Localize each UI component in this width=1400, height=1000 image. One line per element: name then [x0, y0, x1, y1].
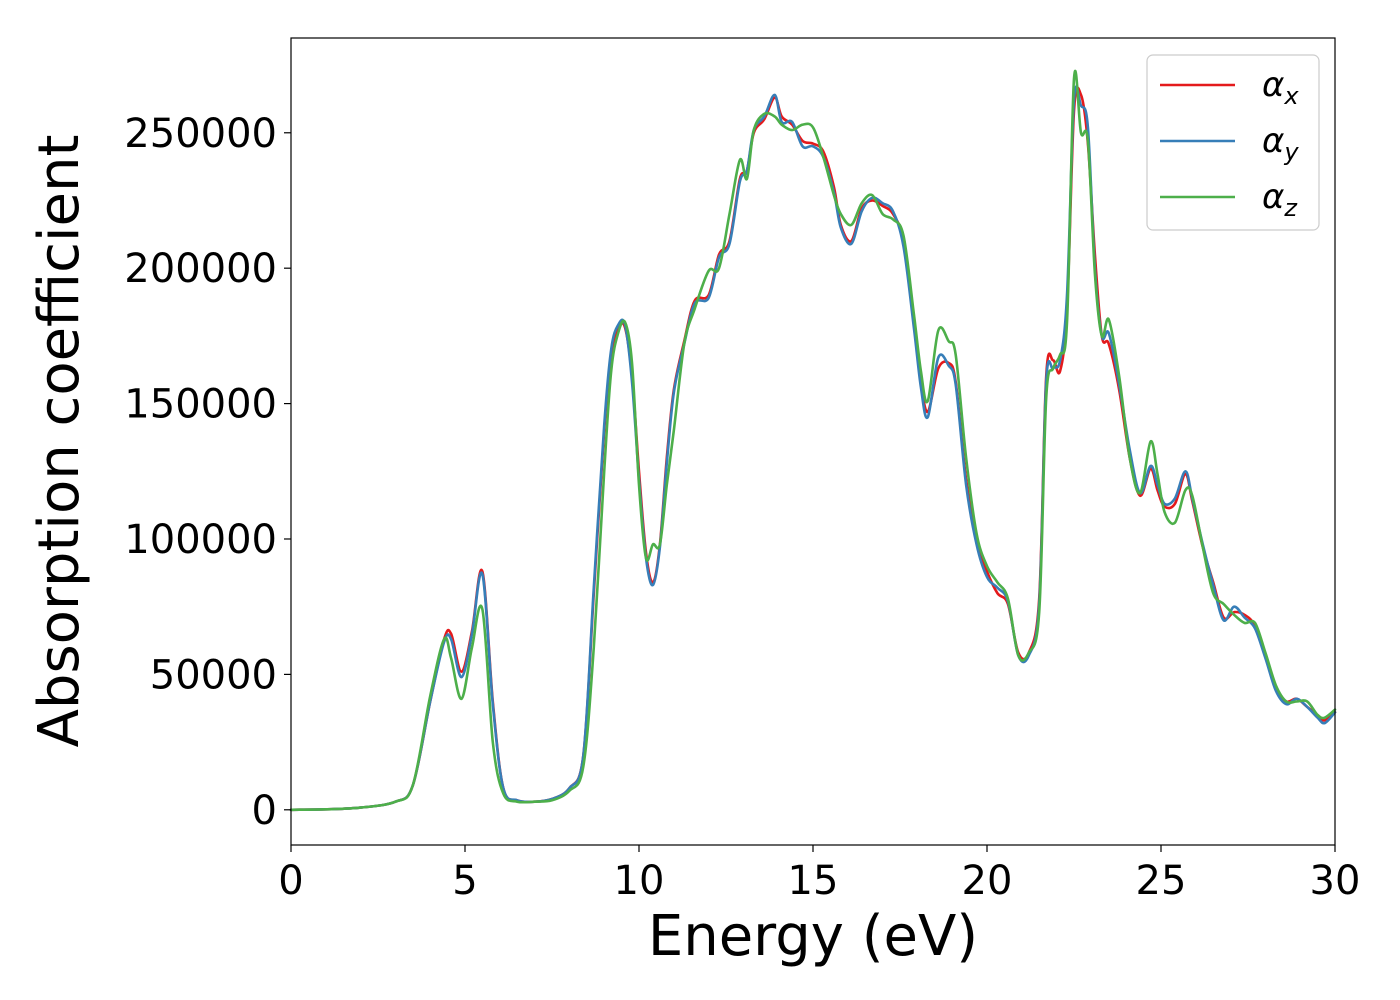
x-tick-label: 15	[788, 858, 839, 904]
y-tick-label: 100000	[124, 517, 277, 563]
series-layer	[289, 69, 1337, 812]
x-tick-label: 0	[278, 858, 303, 904]
x-tick-label: 25	[1136, 858, 1187, 904]
x-tick-label: 5	[452, 858, 477, 904]
y-tick-label: 50000	[150, 652, 277, 698]
legend-label-y: αy	[1262, 121, 1299, 166]
y-tick-label: 150000	[124, 382, 277, 428]
legend-box	[1146, 54, 1320, 231]
series-line-z	[289, 69, 1337, 812]
y-axis-title: Absorption coefficient	[27, 135, 92, 748]
x-tick-label: 20	[962, 858, 1013, 904]
legend-label-z: αz	[1262, 177, 1298, 222]
x-tick-label: 30	[1310, 858, 1361, 904]
legend-label-x: αx	[1262, 65, 1299, 110]
y-tick-label: 250000	[124, 111, 277, 157]
y-axis: 0 50000 100000 150000 200000 250000	[124, 111, 291, 834]
x-tick-label: 10	[614, 858, 665, 904]
y-tick-label: 200000	[124, 246, 277, 292]
x-axis-title: Energy (eV)	[648, 904, 978, 969]
legend: αx αy αz	[1146, 54, 1320, 231]
x-axis: 0 5 10 15 20 25 30	[278, 845, 1360, 904]
y-tick-label: 0	[252, 788, 277, 834]
